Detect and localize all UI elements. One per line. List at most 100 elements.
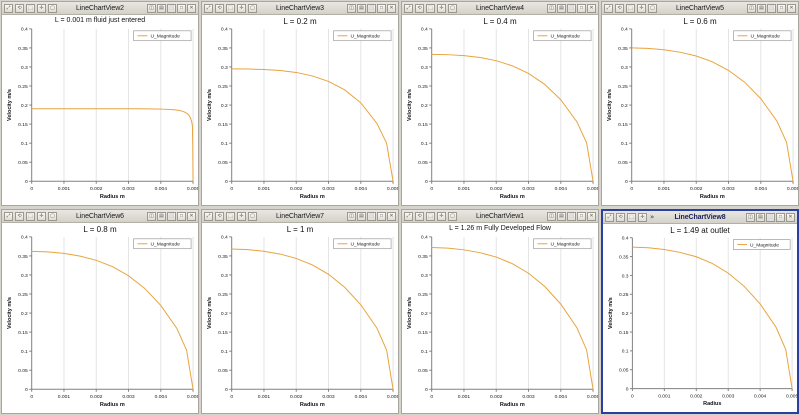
split-horizontal-icon[interactable]: ◫ [547,3,556,13]
rescale-icon[interactable]: ⤢ [604,3,613,13]
chart-area[interactable]: L = 0.001 m fluid just entered 0 0.05 0.1 0.… [2,15,198,205]
chart-legend[interactable]: U_Magnitude [333,238,392,250]
panel-titlebar[interactable]: ⤢ ⟲ ⬚ ✛ ▢ LineChartView7 ◫ ▤ ⬜ □ ✕ [202,210,398,223]
chart-legend[interactable]: U_Magnitude [133,30,192,42]
undock-icon[interactable]: □ [577,3,586,13]
chart-panel-3[interactable]: ⤢ ⟲ ⬚ ✛ ▢ LineChartView4 ◫ ▤ ⬜ □ ✕ L = 0.4 m 0 0.0… [400,0,600,208]
chart-panel-7[interactable]: ⤢ ⟲ ⬚ ✛ ▢ LineChartView1 ◫ ▤ ⬜ □ ✕ L = 1.26 m Fu… [400,208,600,416]
chart-area[interactable]: L = 0.4 m 0 0.05 0.1 0.15 0.2 0.25 0.3 0.35 0.4 0 0… [402,15,598,205]
chart-area[interactable]: L = 1 m 0 0.05 0.1 0.15 0.2 0.25 0.3 0.35 0.4 0 0.0… [202,223,398,413]
edit-view-icon[interactable]: ▢ [48,3,57,13]
chart-area[interactable]: L = 0.2 m 0 0.05 0.1 0.15 0.2 0.25 0.3 0.35 0.4 0 0… [202,15,398,205]
reset-camera-icon[interactable]: ⟲ [15,3,24,13]
chart-area[interactable]: L = 1.26 m Fully Developed Flow 0 0.05 0.1 0… [402,223,598,413]
close-icon[interactable]: ✕ [187,3,196,13]
split-horizontal-icon[interactable]: ◫ [547,211,556,221]
split-horizontal-icon[interactable]: ◫ [746,212,755,222]
edit-view-icon[interactable]: ▢ [48,211,57,221]
reset-camera-icon[interactable]: ⟲ [215,211,224,221]
chart-legend[interactable]: U_Magnitude [333,30,392,42]
panel-titlebar[interactable]: ⤢ ⟲ ⬚ ✛ ▢ LineChartView3 ◫ ▤ ⬜ □ ✕ [202,2,398,15]
chart-panel-5[interactable]: ⤢ ⟲ ⬚ ✛ ▢ LineChartView6 ◫ ▤ ⬜ □ ✕ L = 0.8 m 0 0.0… [0,208,200,416]
line-chart-plot[interactable]: 0 0.05 0.1 0.15 0.2 0.25 0.3 0.35 0.4 0 0.001 0.002… [2,223,198,413]
split-vertical-icon[interactable]: ▤ [757,3,766,13]
line-chart-plot[interactable]: 0 0.05 0.1 0.15 0.2 0.25 0.3 0.35 0.4 0 0.001 0.002… [602,15,798,205]
rescale-icon[interactable]: ⤢ [4,3,13,13]
maximize-icon[interactable]: ⬜ [367,211,376,221]
chart-panel-8[interactable]: ⤢ ⟲ ⬚ ✛» LineChartView8 ◫ ▤ ⬜ □ ✕ L = 1.49 at o… [600,208,800,416]
split-vertical-icon[interactable]: ▤ [557,3,566,13]
undock-icon[interactable]: □ [177,3,186,13]
line-chart-plot[interactable]: 0 0.05 0.1 0.15 0.2 0.25 0.3 0.35 0.4 0 0.001 0.002… [402,223,598,413]
panel-titlebar[interactable]: ⤢ ⟲ ⬚ ✛ ▢ LineChartView4 ◫ ▤ ⬜ □ ✕ [402,2,598,15]
toolbar-overflow-icon[interactable]: » [650,212,655,221]
split-vertical-icon[interactable]: ▤ [756,212,765,222]
reset-camera-icon[interactable]: ⟲ [616,212,625,222]
show-center-axes-icon[interactable]: ✛ [437,211,446,221]
maximize-icon[interactable]: ⬜ [167,3,176,13]
maximize-icon[interactable]: ⬜ [766,212,775,222]
zoom-to-data-icon[interactable]: ⬚ [226,3,235,13]
rescale-icon[interactable]: ⤢ [204,211,213,221]
rescale-icon[interactable]: ⤢ [605,212,614,222]
undock-icon[interactable]: □ [577,211,586,221]
zoom-to-data-icon[interactable]: ⬚ [26,3,35,13]
edit-view-icon[interactable]: ▢ [448,211,457,221]
show-center-axes-icon[interactable]: ✛ [437,3,446,13]
close-icon[interactable]: ✕ [387,3,396,13]
undock-icon[interactable]: □ [776,212,785,222]
panel-titlebar[interactable]: ⤢ ⟲ ⬚ ✛ ▢ LineChartView6 ◫ ▤ ⬜ □ ✕ [2,210,198,223]
reset-camera-icon[interactable]: ⟲ [15,211,24,221]
split-horizontal-icon[interactable]: ◫ [147,3,156,13]
rescale-icon[interactable]: ⤢ [404,211,413,221]
split-vertical-icon[interactable]: ▤ [157,3,166,13]
close-icon[interactable]: ✕ [187,211,196,221]
undock-icon[interactable]: □ [377,3,386,13]
maximize-icon[interactable]: ⬜ [167,211,176,221]
close-icon[interactable]: ✕ [587,3,596,13]
maximize-icon[interactable]: ⬜ [567,211,576,221]
show-center-axes-icon[interactable]: ✛ [637,3,646,13]
split-horizontal-icon[interactable]: ◫ [747,3,756,13]
edit-view-icon[interactable]: ▢ [648,3,657,13]
reset-camera-icon[interactable]: ⟲ [215,3,224,13]
zoom-to-data-icon[interactable]: ⬚ [627,212,636,222]
show-center-axes-icon[interactable]: ✛ [237,3,246,13]
zoom-to-data-icon[interactable]: ⬚ [26,211,35,221]
close-icon[interactable]: ✕ [787,3,796,13]
chart-area[interactable]: L = 0.8 m 0 0.05 0.1 0.15 0.2 0.25 0.3 0.35 0.4 0 0… [2,223,198,413]
undock-icon[interactable]: □ [177,211,186,221]
edit-view-icon[interactable]: ▢ [248,3,257,13]
rescale-icon[interactable]: ⤢ [204,3,213,13]
maximize-icon[interactable]: ⬜ [767,3,776,13]
line-chart-plot[interactable]: 0 0.05 0.1 0.15 0.2 0.25 0.3 0.35 0.4 0 0.001 0.002… [202,223,398,413]
chart-area[interactable]: L = 1.49 at outlet 0 0.05 0.1 0.15 0.2 0.25 0.3… [603,224,797,412]
show-center-axes-icon[interactable]: ✛ [37,3,46,13]
panel-titlebar[interactable]: ⤢ ⟲ ⬚ ✛ ▢ LineChartView2 ◫ ▤ ⬜ □ ✕ [2,2,198,15]
chart-panel-6[interactable]: ⤢ ⟲ ⬚ ✛ ▢ LineChartView7 ◫ ▤ ⬜ □ ✕ L = 1 m 0 0.05 0… [200,208,400,416]
split-vertical-icon[interactable]: ▤ [557,211,566,221]
edit-view-icon[interactable]: ▢ [448,3,457,13]
zoom-to-data-icon[interactable]: ⬚ [226,211,235,221]
split-horizontal-icon[interactable]: ◫ [347,3,356,13]
split-vertical-icon[interactable]: ▤ [357,211,366,221]
edit-view-icon[interactable]: ▢ [248,211,257,221]
chart-panel-4[interactable]: ⤢ ⟲ ⬚ ✛ ▢ LineChartView5 ◫ ▤ ⬜ □ ✕ L = 0.6 m 0 0.0… [600,0,800,208]
reset-camera-icon[interactable]: ⟲ [415,211,424,221]
show-center-axes-icon[interactable]: ✛ [638,212,647,222]
rescale-icon[interactable]: ⤢ [4,211,13,221]
chart-panel-2[interactable]: ⤢ ⟲ ⬚ ✛ ▢ LineChartView3 ◫ ▤ ⬜ □ ✕ L = 0.2 m 0 0.0… [200,0,400,208]
zoom-to-data-icon[interactable]: ⬚ [626,3,635,13]
chart-panel-1[interactable]: ⤢ ⟲ ⬚ ✛ ▢ LineChartView2 ◫ ▤ ⬜ □ ✕ L = 0.001 m f… [0,0,200,208]
show-center-axes-icon[interactable]: ✛ [237,211,246,221]
chart-legend[interactable]: U_Magnitude [733,239,791,250]
show-center-axes-icon[interactable]: ✛ [37,211,46,221]
maximize-icon[interactable]: ⬜ [367,3,376,13]
line-chart-plot[interactable]: 0 0.05 0.1 0.15 0.2 0.25 0.3 0.35 0.4 0 0.001 0.002… [202,15,398,205]
chart-legend[interactable]: U_Magnitude [533,238,592,250]
chart-legend[interactable]: U_Magnitude [133,238,192,250]
undock-icon[interactable]: □ [777,3,786,13]
chart-legend[interactable]: U_Magnitude [533,30,592,42]
split-horizontal-icon[interactable]: ◫ [347,211,356,221]
reset-camera-icon[interactable]: ⟲ [615,3,624,13]
